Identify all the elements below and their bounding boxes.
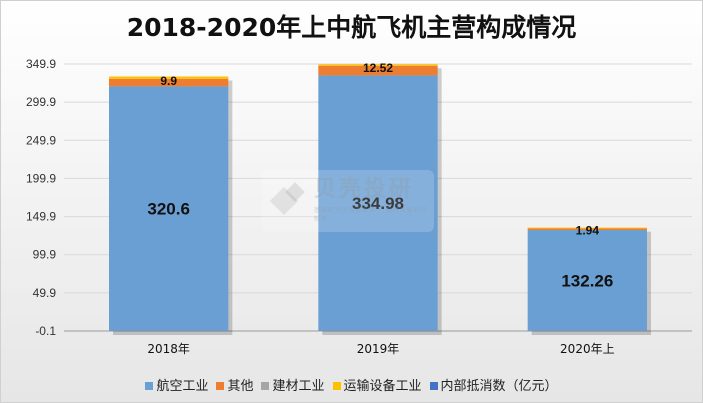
- legend-swatch: [429, 381, 438, 390]
- data-label: 12.52: [363, 61, 393, 75]
- data-label: 1.94: [576, 224, 600, 238]
- chart-title: 2018-2020年上中航飞机主营构成情况: [126, 13, 577, 42]
- watermark: 贝壳投研 基础研究的合作伙伴 · 投资决策的好帮手: [262, 170, 434, 232]
- legend-swatch: [216, 381, 225, 390]
- bar-segment-航空工业: [527, 230, 647, 331]
- bar-segment-航空工业: [318, 75, 438, 331]
- legend-item: 其他: [216, 375, 253, 394]
- legend-item: 航空工业: [145, 375, 208, 394]
- x-tick-label: 2020年上: [560, 342, 615, 356]
- legend-label: 运输设备工业: [343, 379, 422, 394]
- y-tick-label: 249.9: [26, 133, 56, 147]
- bar-segment-其他: [109, 78, 229, 87]
- x-tick-label: 2019年: [357, 342, 400, 356]
- data-label: 9.9: [160, 74, 177, 88]
- legend-swatch: [332, 381, 341, 390]
- legend-item: 建材工业: [261, 375, 325, 394]
- watermark-logo-icon: [269, 182, 306, 219]
- bar-segment-其他: [318, 65, 438, 76]
- legend-label: 航空工业: [156, 379, 209, 394]
- legend-swatch: [145, 381, 154, 390]
- legend-swatch: [261, 381, 270, 390]
- legend-item: 内部抵消数（亿元）: [429, 375, 558, 394]
- data-label: 334.98: [352, 194, 404, 213]
- watermark-brand: 贝壳投研: [313, 177, 414, 202]
- y-tick-label: 99.9: [33, 248, 57, 262]
- chart-legend: 航空工业 其他 建材工业 运输设备工业 内部抵消数（亿元）: [0, 375, 703, 394]
- data-labels: 320.6 9.9 334.98 12.52 132.26 1.94: [147, 61, 613, 291]
- x-tick-label: 2018年: [147, 342, 190, 356]
- data-label: 320.6: [147, 200, 190, 219]
- y-tick-label: 49.9: [33, 286, 57, 300]
- legend-item: 运输设备工业: [332, 375, 422, 394]
- x-axis: 2018年 2019年 2020年上: [147, 342, 614, 356]
- y-tick-label: -0.1: [35, 324, 56, 338]
- bar-segment-运输设备工业: [527, 227, 647, 229]
- bar-segment-航空工业: [109, 86, 229, 331]
- legend-label: 其他: [227, 379, 254, 394]
- y-tick-label: 199.9: [26, 171, 56, 185]
- legend-label: 建材工业: [272, 379, 325, 394]
- bar-segment-其他: [527, 228, 647, 231]
- bar-segment-运输设备工业: [318, 64, 438, 66]
- legend-label: 内部抵消数（亿元）: [440, 379, 558, 394]
- watermark-subtitle: 基础研究的合作伙伴 · 投资决策的好帮手: [313, 207, 428, 223]
- y-tick-label: 299.9: [26, 95, 56, 109]
- y-tick-label: 349.9: [26, 57, 56, 71]
- bar-stacks: [109, 64, 651, 335]
- y-axis: -0.1 49.9 99.9 149.9 199.9 249.9 299.9 349.9: [26, 57, 56, 338]
- bar-segment-运输设备工业: [109, 76, 229, 79]
- y-tick-label: 149.9: [26, 210, 56, 224]
- data-label: 132.26: [561, 271, 613, 290]
